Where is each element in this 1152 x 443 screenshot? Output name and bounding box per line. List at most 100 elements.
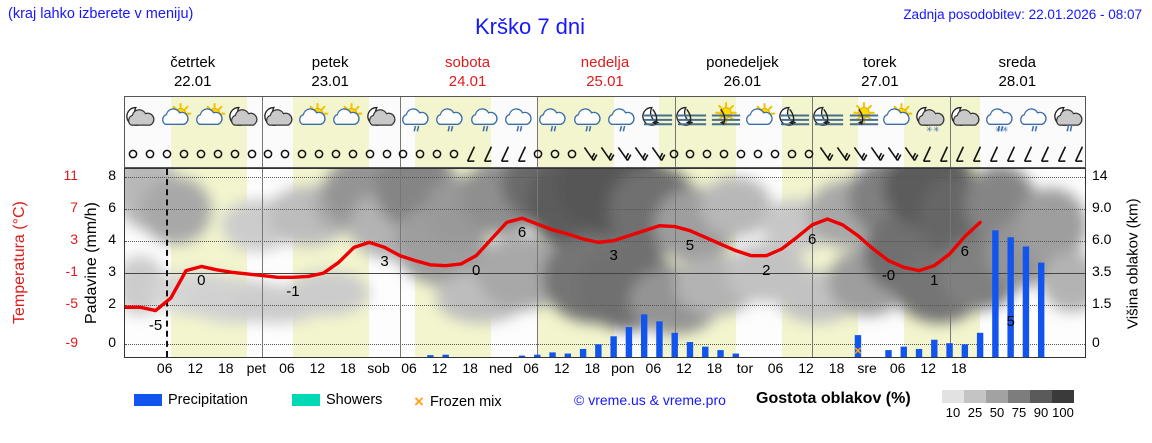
cloud-height-tick-3: 6.0 — [1092, 231, 1112, 248]
precipitation-axis-title: Padavine (mm/h) — [83, 202, 100, 324]
temperature-label-3: -1 — [286, 283, 300, 301]
rain-cloud-icon — [1018, 97, 1052, 140]
temperature-label-9: 2 — [762, 261, 771, 279]
precipitation-bar-23 — [946, 343, 953, 357]
wind-barb-calm — [159, 140, 176, 167]
svg-text:✳: ✳ — [926, 125, 933, 134]
x-label-17: 06 — [645, 360, 662, 376]
wind-barb-calm — [429, 140, 446, 167]
day-name: ponedeljek — [706, 54, 779, 71]
density-step-label-25: 25 — [967, 405, 983, 420]
day-separator-4 — [674, 140, 676, 167]
wind-barb — [496, 140, 513, 167]
temperature-tick-6: -9 — [65, 333, 78, 350]
wind-barb — [901, 140, 919, 167]
wind-barb-calm — [446, 140, 463, 167]
temperature-tick-5: -5 — [65, 295, 78, 312]
density-step-10 — [942, 390, 964, 403]
x-label-4: pet — [246, 360, 267, 376]
sun-fog-icon — [847, 97, 881, 140]
precipitation-bar-19 — [885, 350, 892, 357]
wind-barb-calm — [564, 140, 581, 167]
x-label-14: 12 — [553, 360, 570, 376]
wind-barb-calm — [766, 140, 783, 167]
temperature-label-7: 3 — [609, 246, 618, 264]
wind-barb — [834, 140, 851, 167]
wind-barb-calm — [412, 140, 429, 167]
precipitation-bar-10 — [625, 327, 633, 357]
density-step-75 — [1008, 390, 1030, 403]
wind-barb-calm — [176, 140, 193, 167]
temperature-label-14: 5 — [1006, 313, 1015, 331]
precipitation-bar-3 — [518, 355, 526, 357]
density-step-label-100: 100 — [1052, 405, 1074, 420]
x-label-9: 06 — [401, 360, 417, 376]
day-header-2: petek 23.01 — [261, 54, 398, 91]
cloud-height-tick-4: 3.5 — [1092, 263, 1112, 280]
precipitation-bar-7 — [579, 348, 587, 357]
wind-barb — [614, 140, 632, 167]
sun-fog-icon — [709, 97, 743, 140]
x-label-23: 18 — [828, 360, 845, 376]
night-band-5 — [659, 140, 736, 167]
wind-barb-calm — [209, 140, 226, 167]
sleet-cloud-icon: ✳✳ — [984, 97, 1018, 140]
page-title: Krško 7 dni — [474, 14, 586, 39]
sun-cloud-icon — [194, 97, 228, 140]
temperature-label-8: 5 — [685, 236, 695, 254]
temperature-label-11: -0 — [881, 266, 896, 284]
density-step-label-90: 90 — [1033, 405, 1049, 420]
wind-barb-calm — [361, 140, 378, 167]
cloud-height-tick-6: 0 — [1092, 333, 1100, 350]
day-date: 24.01 — [448, 73, 487, 90]
location-menu-note: (kraj lahko izberete v meniju) — [8, 6, 194, 22]
frozen-mix-icon: × — [414, 392, 424, 411]
moon-fog-icon — [675, 97, 709, 140]
precipitation-bar-14 — [686, 342, 694, 357]
precipitation-bar-21 — [915, 348, 923, 357]
day-date: 22.01 — [173, 73, 212, 90]
day-separator-3 — [537, 140, 539, 167]
temperature-curve — [125, 216, 982, 313]
day-separator-6 — [949, 169, 951, 357]
cloud-blob-42 — [1015, 187, 1085, 263]
moon-fog-icon — [812, 97, 846, 140]
cloud-blob-10 — [287, 270, 370, 316]
day-separator-1 — [262, 140, 264, 167]
moon-snow-icon: ✳ ✳ — [915, 97, 949, 140]
showers-swatch — [292, 394, 320, 406]
x-label-18: 12 — [676, 360, 692, 376]
svg-text:✳: ✳ — [933, 125, 940, 134]
day-separator-4 — [674, 169, 676, 357]
rain-cloud-icon — [537, 97, 571, 140]
precipitation-bar-25 — [976, 332, 984, 357]
day-separator-5 — [812, 169, 814, 357]
x-axis-labels: 06 12 18 pet 06 12 18 sob 06 12 18 ned 06 12 18 pon 06 12… — [124, 360, 1086, 380]
wind-barb-calm — [733, 140, 750, 167]
temperature-label-10: 6 — [807, 230, 817, 248]
precipitation-bars: × — [427, 230, 1045, 357]
day-header-4: nedelja 25.01 — [536, 54, 673, 91]
rain-cloud-icon — [503, 97, 537, 140]
wind-barb-calm — [193, 140, 210, 167]
precipitation-bar-5 — [549, 352, 556, 357]
last-update-stamp: Zadnja posodobitev: 22.01.2026 - 08:07 — [903, 7, 1142, 22]
day-name: sobota — [445, 54, 491, 71]
precipitation-tick-2: 6 — [108, 199, 116, 216]
legend-frozen-mix-label: Frozen mix — [429, 394, 502, 410]
precipitation-bar-20 — [900, 346, 907, 357]
x-label-27: 18 — [950, 360, 967, 376]
wind-barb — [598, 140, 615, 167]
wind-barb — [935, 140, 952, 167]
density-step-25 — [964, 390, 986, 403]
wind-barb-calm — [749, 140, 766, 167]
rain-cloud-icon — [434, 97, 468, 140]
precipitation-bar-29 — [1037, 262, 1045, 357]
day-name: petek — [311, 54, 349, 71]
precipitation-bar-8 — [595, 344, 602, 357]
moon-rain-icon — [1053, 97, 1087, 140]
temperature-tick-4: -1 — [65, 263, 78, 280]
moon-cloud-icon — [228, 97, 262, 140]
precipitation-bar-2 — [442, 354, 449, 357]
cloud-height-tick-5: 1.5 — [1092, 295, 1112, 312]
